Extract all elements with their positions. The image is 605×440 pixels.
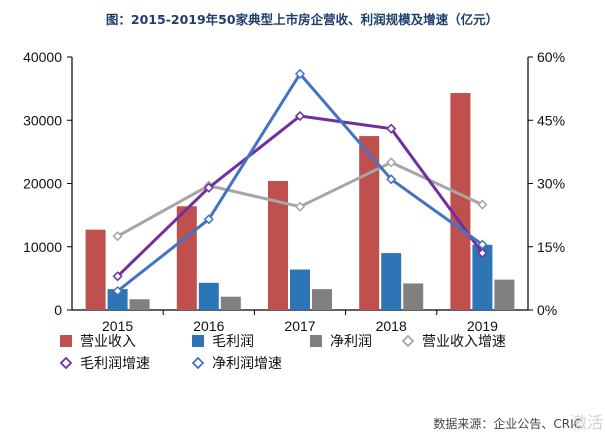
legend-label: 净利润 [330, 334, 372, 350]
chart-title: 图：2015-2019年50家典型上市房企营收、利润规模及增速（亿元） [106, 12, 498, 27]
marker-净利润增速-2017 [294, 68, 306, 79]
legend-label: 营业收入 [80, 334, 136, 350]
x-tick-label: 2017 [284, 318, 315, 334]
bar-毛利润-2017 [290, 269, 310, 310]
x-tick-label: 2015 [102, 318, 133, 334]
x-tick-label: 2016 [193, 318, 224, 334]
marker-净利润增速-2018 [386, 174, 397, 185]
marker-毛利润增速-2018 [386, 123, 397, 134]
marker-净利润增速-2016 [203, 214, 214, 225]
left-tick-label: 20000 [23, 176, 62, 192]
legend-label: 毛利润 [212, 334, 254, 350]
legend-swatch-毛利润 [192, 335, 204, 347]
left-tick-label: 40000 [23, 49, 62, 65]
legend-label: 营业收入增速 [422, 334, 506, 350]
legend-marker-毛利润增速 [59, 356, 73, 370]
legend-swatch-营业收入 [60, 335, 72, 347]
legend-label: 净利润增速 [212, 356, 282, 372]
marker-毛利润增速-2019 [477, 248, 488, 259]
bar-营业收入-2019 [450, 93, 471, 311]
bar-毛利润-2019 [472, 244, 493, 310]
bar-净利润-2018 [403, 283, 424, 310]
bar-毛利润-2016 [198, 282, 219, 310]
right-tick-label: 30% [537, 176, 565, 192]
marker-毛利润增速-2017 [294, 110, 306, 122]
bar-净利润-2017 [312, 289, 332, 310]
bar-营业收入-2016 [176, 206, 197, 310]
right-tick-label: 60% [537, 49, 565, 65]
marker-毛利润增速-2016 [203, 182, 214, 193]
legend-marker-营业收入增速 [401, 334, 415, 348]
bar-毛利润-2015 [107, 289, 128, 310]
bar-净利润-2015 [129, 299, 150, 310]
chart-axes: 0 10000 20000 30000 40000 0% 15% 30% 45% 60% 2015 2… [23, 49, 565, 334]
line-毛利润增速 [116, 114, 484, 278]
bar-毛利润-2018 [381, 253, 402, 310]
marker-营业收入增速-2019 [477, 199, 488, 210]
bar-营业收入-2018 [359, 136, 380, 310]
source-note: 数据来源：企业公告、CRIC [433, 416, 582, 431]
chart-bars [85, 93, 515, 311]
chart-lines [112, 68, 488, 297]
marker-营业收入增速-2015 [112, 231, 123, 242]
bar-净利润-2016 [220, 296, 241, 310]
marker-净利润增速-2019 [477, 239, 488, 250]
marker-营业收入增速-2018 [386, 157, 397, 168]
bar-营业收入-2017 [268, 180, 288, 310]
watermark: 激活 [571, 413, 603, 432]
right-tick-label: 15% [537, 239, 565, 255]
marker-净利润增速-2015 [112, 285, 123, 297]
left-tick-label: 0 [54, 302, 62, 318]
left-tick-label: 30000 [23, 112, 62, 128]
x-tick-label: 2019 [467, 318, 498, 334]
marker-营业收入增速-2017 [294, 201, 306, 212]
x-tick-label: 2018 [376, 318, 407, 334]
line-净利润增速 [116, 72, 484, 293]
marker-毛利润增速-2015 [112, 271, 123, 282]
right-tick-label: 45% [537, 112, 565, 128]
legend-marker-净利润增速 [191, 356, 205, 370]
bar-净利润-2019 [494, 279, 515, 310]
legend-label: 毛利润增速 [80, 356, 150, 372]
legend-swatch-净利润 [310, 335, 322, 347]
left-tick-label: 10000 [23, 239, 62, 255]
bar-营业收入-2015 [85, 229, 106, 310]
right-tick-label: 0% [537, 302, 557, 318]
